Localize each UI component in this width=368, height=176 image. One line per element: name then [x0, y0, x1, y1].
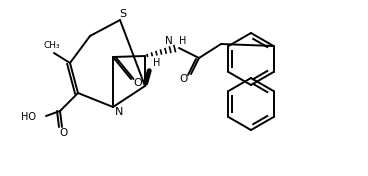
- Text: N: N: [165, 36, 173, 46]
- Text: O: O: [134, 78, 142, 88]
- Text: N: N: [115, 107, 123, 117]
- Text: HO: HO: [21, 112, 36, 122]
- Text: H: H: [153, 58, 160, 68]
- Text: O: O: [180, 74, 188, 84]
- Text: S: S: [120, 9, 127, 19]
- Text: H: H: [179, 36, 186, 46]
- Text: CH₃: CH₃: [44, 42, 60, 51]
- Text: O: O: [60, 128, 68, 138]
